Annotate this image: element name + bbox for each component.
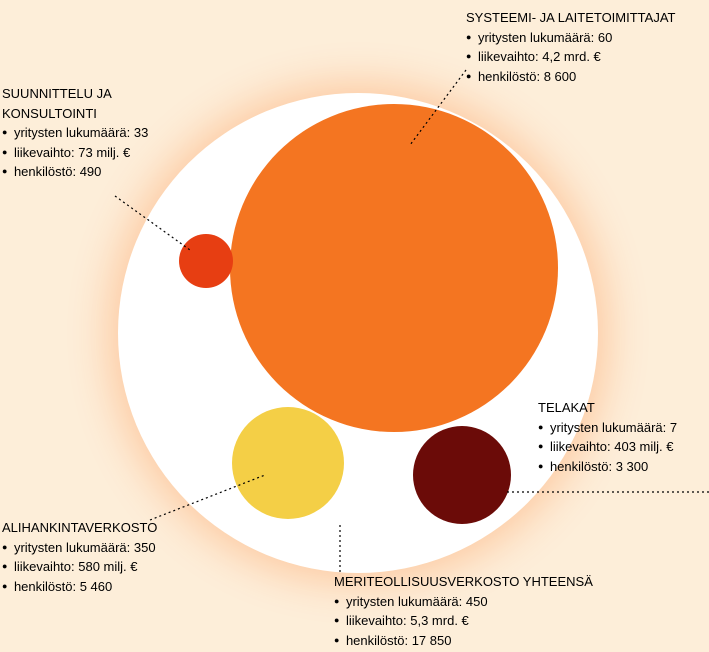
label-title: SUUNNITTELU JA [2,84,148,104]
label-telakat: TELAKAT yritysten lukumäärä: 7 liikevaih… [538,398,677,476]
label-item: liikevaihto: 73 milj. € [2,143,148,163]
label-item: yritysten lukumäärä: 350 [2,538,157,558]
label-item: yritysten lukumäärä: 450 [334,592,593,612]
bubble-telakat [413,426,511,524]
bubble-systeemi [230,104,558,432]
bubble-suunnittelu [179,234,233,288]
label-suunnittelu: SUUNNITTELU JA KONSULTOINTI yritysten lu… [2,84,148,182]
label-item: liikevaihto: 580 milj. € [2,557,157,577]
label-item: liikevaihto: 403 milj. € [538,437,677,457]
label-item: henkilöstö: 490 [2,162,148,182]
label-item: liikevaihto: 5,3 mrd. € [334,611,593,631]
label-title: SYSTEEMI- JA LAITETOIMITTAJAT [466,8,675,28]
bubble-alihankinta [232,407,344,519]
label-title: KONSULTOINTI [2,104,148,124]
label-title: ALIHANKINTAVERKOSTO [2,518,157,538]
label-item: henkilöstö: 3 300 [538,457,677,477]
label-title: TELAKAT [538,398,677,418]
label-item: henkilöstö: 5 460 [2,577,157,597]
label-item: yritysten lukumäärä: 7 [538,418,677,438]
label-item: liikevaihto: 4,2 mrd. € [466,47,675,67]
label-title: MERITEOLLISUUSVERKOSTO YHTEENSÄ [334,572,593,592]
label-item: yritysten lukumäärä: 60 [466,28,675,48]
label-yhteensa: MERITEOLLISUUSVERKOSTO YHTEENSÄ yrityste… [334,572,593,650]
label-item: henkilöstö: 8 600 [466,67,675,87]
label-item: henkilöstö: 17 850 [334,631,593,651]
label-item: yritysten lukumäärä: 33 [2,123,148,143]
label-alihankinta: ALIHANKINTAVERKOSTO yritysten lukumäärä:… [2,518,157,596]
label-systeemi: SYSTEEMI- JA LAITETOIMITTAJAT yritysten … [466,8,675,86]
